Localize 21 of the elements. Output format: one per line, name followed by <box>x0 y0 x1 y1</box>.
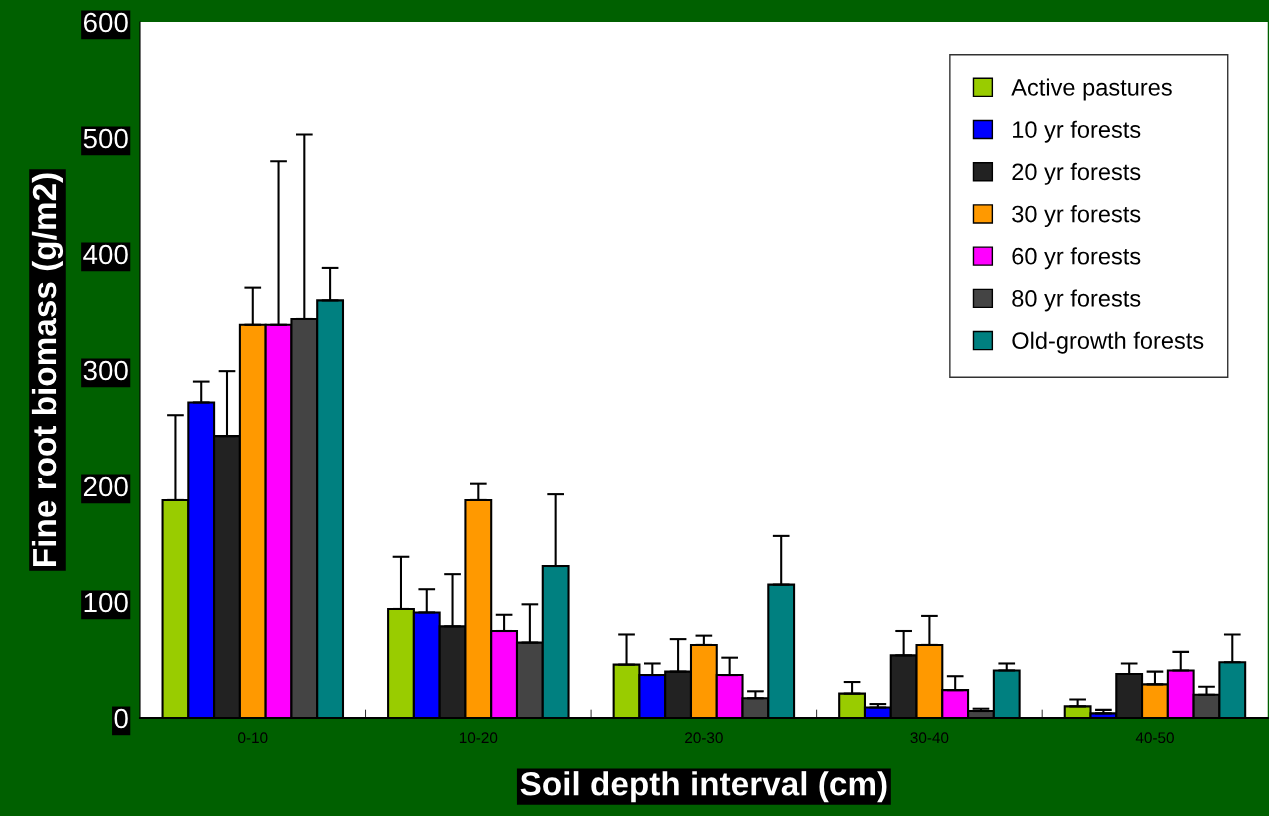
legend-label: 80 yr forests <box>1012 289 1141 312</box>
x-tick-label: 20-30 <box>685 732 723 744</box>
y-tick-label: 0 <box>114 708 128 729</box>
x-axis-title: Soil depth interval (cm) <box>520 771 887 803</box>
legend-label: 10 yr forests <box>1013 120 1141 143</box>
legend-label: 20 yr forests <box>1012 162 1141 185</box>
legend-label: 30 yr forests <box>1012 205 1141 228</box>
y-tick-label: 300 <box>83 360 128 381</box>
legend-label: Active pastures <box>1011 78 1172 101</box>
x-tick-label: 40-50 <box>1135 732 1174 744</box>
y-tick-label: 500 <box>83 128 128 149</box>
y-tick-label: 200 <box>83 476 128 497</box>
x-tick-label: 0-10 <box>238 732 268 744</box>
y-tick-label: 100 <box>84 592 128 613</box>
x-tick-label: 10-20 <box>459 732 498 744</box>
legend-label: Old-growth forests <box>1012 331 1204 354</box>
y-tick-label: 600 <box>83 12 128 33</box>
x-tick-label: 30-40 <box>910 732 949 744</box>
legend-label: 60 yr forests <box>1012 247 1141 270</box>
y-axis-title: Fine root biomass (g/m2) <box>31 173 64 566</box>
y-tick-label: 400 <box>83 244 128 265</box>
